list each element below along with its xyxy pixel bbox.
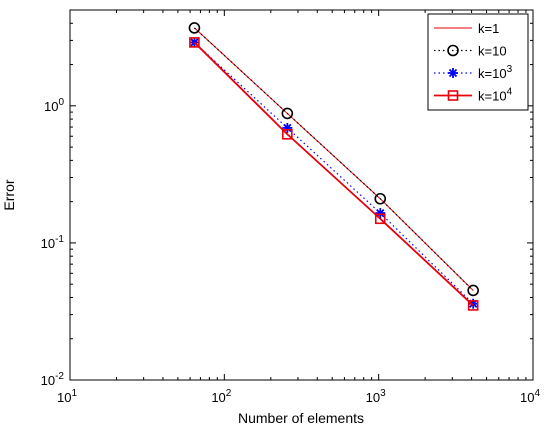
y-tick-label-exponent: -2 — [55, 371, 64, 382]
x-tick-label-base: 10 — [57, 390, 71, 405]
series-2-point — [467, 284, 479, 297]
series-layer — [188, 22, 479, 311]
legend-label-2: k=10 — [478, 44, 507, 59]
series-4 — [189, 37, 479, 311]
legend-box — [427, 13, 529, 111]
x-tick-label-exponent: 3 — [380, 388, 386, 399]
y-axis-label: Error — [1, 179, 17, 210]
series-4-point — [467, 300, 479, 311]
legend-label-1: k=1 — [478, 21, 499, 36]
series-3-line — [194, 41, 474, 305]
legend-marker-2 — [447, 44, 459, 57]
series-4-point — [282, 128, 293, 140]
y-tick-label-base: 10 — [44, 99, 58, 114]
legend-label-3: k=103 — [478, 64, 513, 81]
y-tick-label-base: 10 — [41, 236, 55, 251]
x-tick-label-exponent: 1 — [71, 388, 77, 399]
legend-label-exponent: 4 — [507, 87, 513, 98]
legend-label-base: k=10 — [478, 44, 507, 59]
y-tick-label-exponent: 0 — [58, 97, 64, 108]
legend-label-exponent: 3 — [507, 64, 513, 75]
legend-marker-4 — [447, 90, 459, 101]
series-2-point — [188, 22, 201, 34]
x-tick-label-base: 10 — [211, 390, 225, 405]
y-tick-label: 10-2 — [41, 371, 65, 388]
series-3-point-stroke — [376, 208, 385, 218]
series-2 — [188, 22, 479, 297]
series-2-point — [281, 107, 294, 120]
y-tick-label-base: 10 — [41, 373, 55, 388]
legend-label-base: k=10 — [478, 66, 507, 81]
x-tick-label-base: 10 — [366, 390, 380, 405]
y-tick-label: 100 — [44, 97, 64, 114]
legend-marker-3-stroke — [448, 68, 458, 78]
series-3-point — [375, 208, 386, 219]
x-tick-label: 101 — [57, 388, 77, 405]
legend-marker-3 — [448, 68, 458, 78]
x-tick-label-exponent: 2 — [226, 388, 232, 399]
x-tick-label: 102 — [211, 388, 231, 405]
series-2-line — [194, 27, 474, 291]
series-4-line — [193, 41, 474, 307]
series-4-point — [374, 213, 386, 225]
legend-label-base: k=10 — [478, 89, 507, 104]
x-tick-label-base: 10 — [520, 390, 534, 405]
series-4-point — [189, 37, 200, 48]
legend-label-base: k=1 — [478, 21, 499, 36]
x-axis-label: Number of elements — [238, 410, 364, 426]
series-2-point — [374, 192, 387, 205]
y-tick-label: 10-1 — [41, 234, 65, 251]
x-tick-label-exponent: 4 — [534, 388, 540, 399]
x-tick-label: 103 — [366, 388, 386, 405]
y-tick-label-exponent: -1 — [55, 234, 64, 245]
x-tick-label: 104 — [520, 388, 540, 405]
legend-label-4: k=104 — [478, 87, 513, 104]
